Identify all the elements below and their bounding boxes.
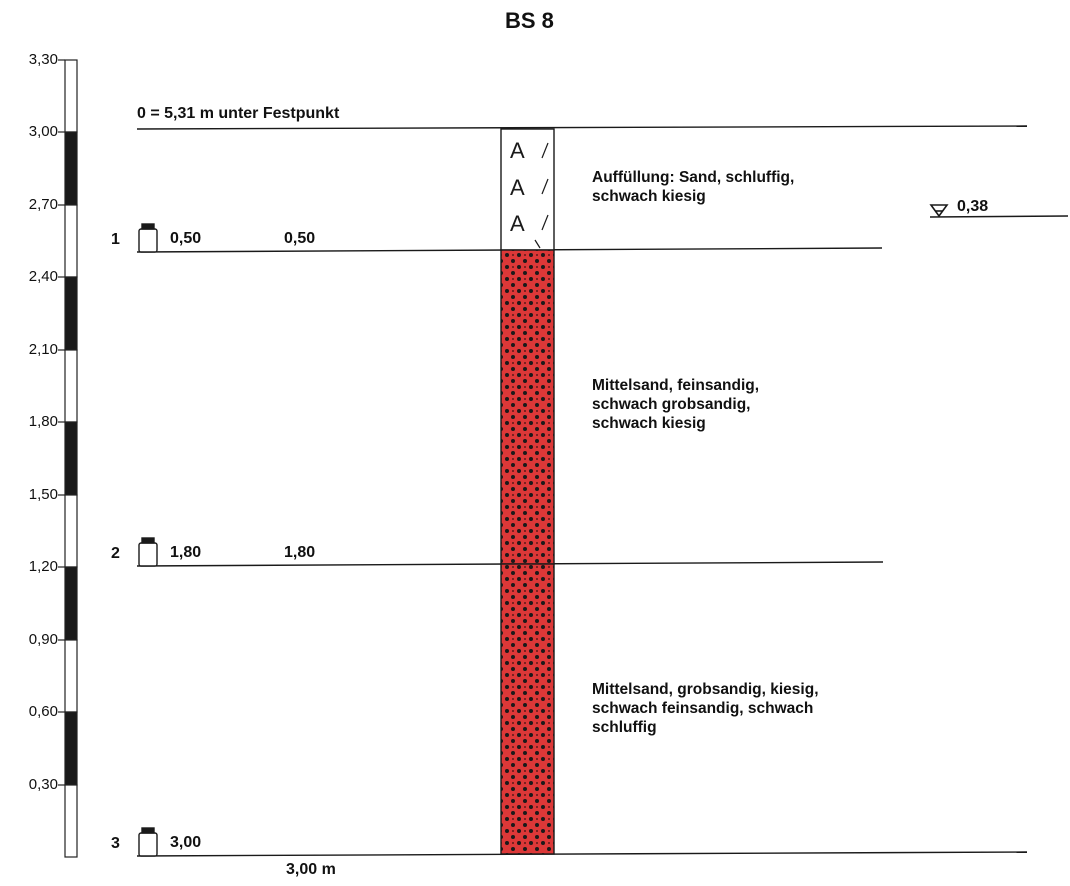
sample-depth: 3,00 <box>170 834 202 851</box>
profile-title: BS 8 <box>505 8 554 33</box>
layer-depth-label: 0,50 <box>284 230 316 247</box>
scale-label: 1,80 <box>28 413 58 430</box>
scale-label: 3,00 <box>28 123 58 140</box>
scale-label: 0,30 <box>28 776 58 793</box>
scale-label: 2,10 <box>28 341 58 358</box>
fill-symbol-A: A A A <box>510 138 525 236</box>
scale-label: 3,30 <box>28 51 58 68</box>
reference-label: 0 = 5,31 m unter Festpunkt <box>137 105 340 122</box>
scale-segment <box>64 276 78 351</box>
svg-text:A: A <box>510 211 525 236</box>
scale-segment <box>64 421 78 496</box>
layer-lines <box>136 125 1028 857</box>
sample-depth: 1,80 <box>170 544 202 561</box>
layer-depth-label: 1,80 <box>284 544 316 561</box>
sample-number: 2 <box>111 545 120 562</box>
borehole-column: A A A <box>500 128 555 855</box>
scale-segment <box>64 349 78 423</box>
sample-number: 3 <box>111 835 120 852</box>
scale-segment <box>64 566 78 641</box>
svg-text:A: A <box>510 138 525 163</box>
sample-jar-icon <box>138 537 158 567</box>
layer-mittelsand-1 <box>500 249 555 565</box>
scale-segment <box>64 639 78 713</box>
layer-description: Mittelsand, grobsandig, kiesig, schwach … <box>592 681 819 736</box>
reference-line <box>136 125 1028 130</box>
sample-number: 1 <box>111 231 120 248</box>
scale-label: 0,90 <box>28 631 58 648</box>
scale-label: 1,50 <box>28 486 58 503</box>
sample-jar-icon <box>138 223 158 253</box>
depth-scale <box>58 59 78 858</box>
scale-segment <box>64 204 78 278</box>
scale-segment <box>64 494 78 568</box>
sample-jar-icon <box>138 827 158 857</box>
scale-segment <box>64 711 78 786</box>
scale-segment <box>64 784 78 858</box>
scale-segment <box>64 59 78 133</box>
scale-label: 2,70 <box>28 196 58 213</box>
svg-text:A: A <box>510 175 525 200</box>
layer-description: Auffüllung: Sand, schluffig, schwach kie… <box>592 169 795 205</box>
scale-label: 1,20 <box>28 558 58 575</box>
water-level-triangle-icon <box>929 204 1069 218</box>
layer-description: Mittelsand, feinsandig, schwach grobsand… <box>592 377 760 432</box>
scale-segment <box>64 131 78 206</box>
scale-label: 0,60 <box>28 703 58 720</box>
scale-label: 2,40 <box>28 268 58 285</box>
groundwater-level-label: 0,38 <box>957 198 989 215</box>
final-depth-label: 3,00 m <box>286 861 336 878</box>
final-depth-line <box>136 851 1028 857</box>
layer-mittelsand-2 <box>500 563 555 855</box>
sample-depth: 0,50 <box>170 230 202 247</box>
